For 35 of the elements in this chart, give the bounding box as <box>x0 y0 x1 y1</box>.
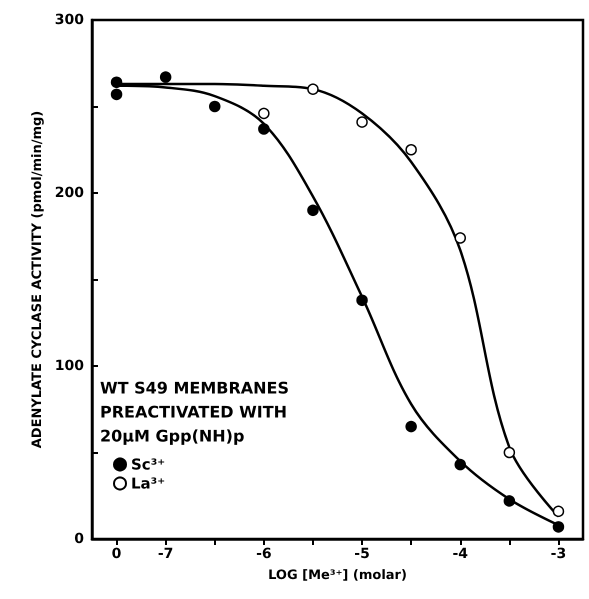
point <box>258 108 270 120</box>
legend-label: La³⁺ <box>131 474 166 492</box>
point <box>307 204 319 216</box>
point <box>454 232 466 244</box>
y-axis-title: ADENYLATE CYCLASE ACTIVITY (pmol/min/mg) <box>30 110 45 448</box>
point <box>258 123 270 135</box>
point <box>110 88 122 100</box>
annotation: PREACTIVATED WITH <box>100 402 288 422</box>
y-tick-label: 300 <box>54 12 84 28</box>
x-tick-label: -5 <box>354 546 370 562</box>
y-tick-label: 0 <box>74 531 84 547</box>
point <box>552 521 564 533</box>
point <box>356 294 368 306</box>
point <box>209 100 220 112</box>
legend-label: Sc³⁺ <box>131 456 166 474</box>
annotation: WT S49 MEMBRANES <box>100 378 290 398</box>
annotation: 20μM Gpp(NH)p <box>100 426 244 446</box>
point <box>356 116 368 128</box>
x-axis-title: LOG [Me³⁺] (molar) <box>268 568 407 583</box>
point <box>504 495 516 507</box>
point <box>110 76 122 88</box>
point <box>160 71 172 83</box>
x-tick-label: -6 <box>256 546 272 562</box>
point <box>307 83 319 95</box>
x-tick-label: -3 <box>550 546 566 562</box>
point <box>405 144 417 156</box>
x-tick-label: 0 <box>112 546 122 562</box>
point <box>552 506 564 518</box>
y-tick-label: 100 <box>54 358 84 374</box>
x-tick-label: -7 <box>158 546 174 562</box>
point <box>454 458 466 470</box>
x-tick-label: -4 <box>452 546 468 562</box>
y-tick-label: 200 <box>54 185 84 201</box>
point <box>405 420 417 432</box>
point <box>504 446 516 458</box>
